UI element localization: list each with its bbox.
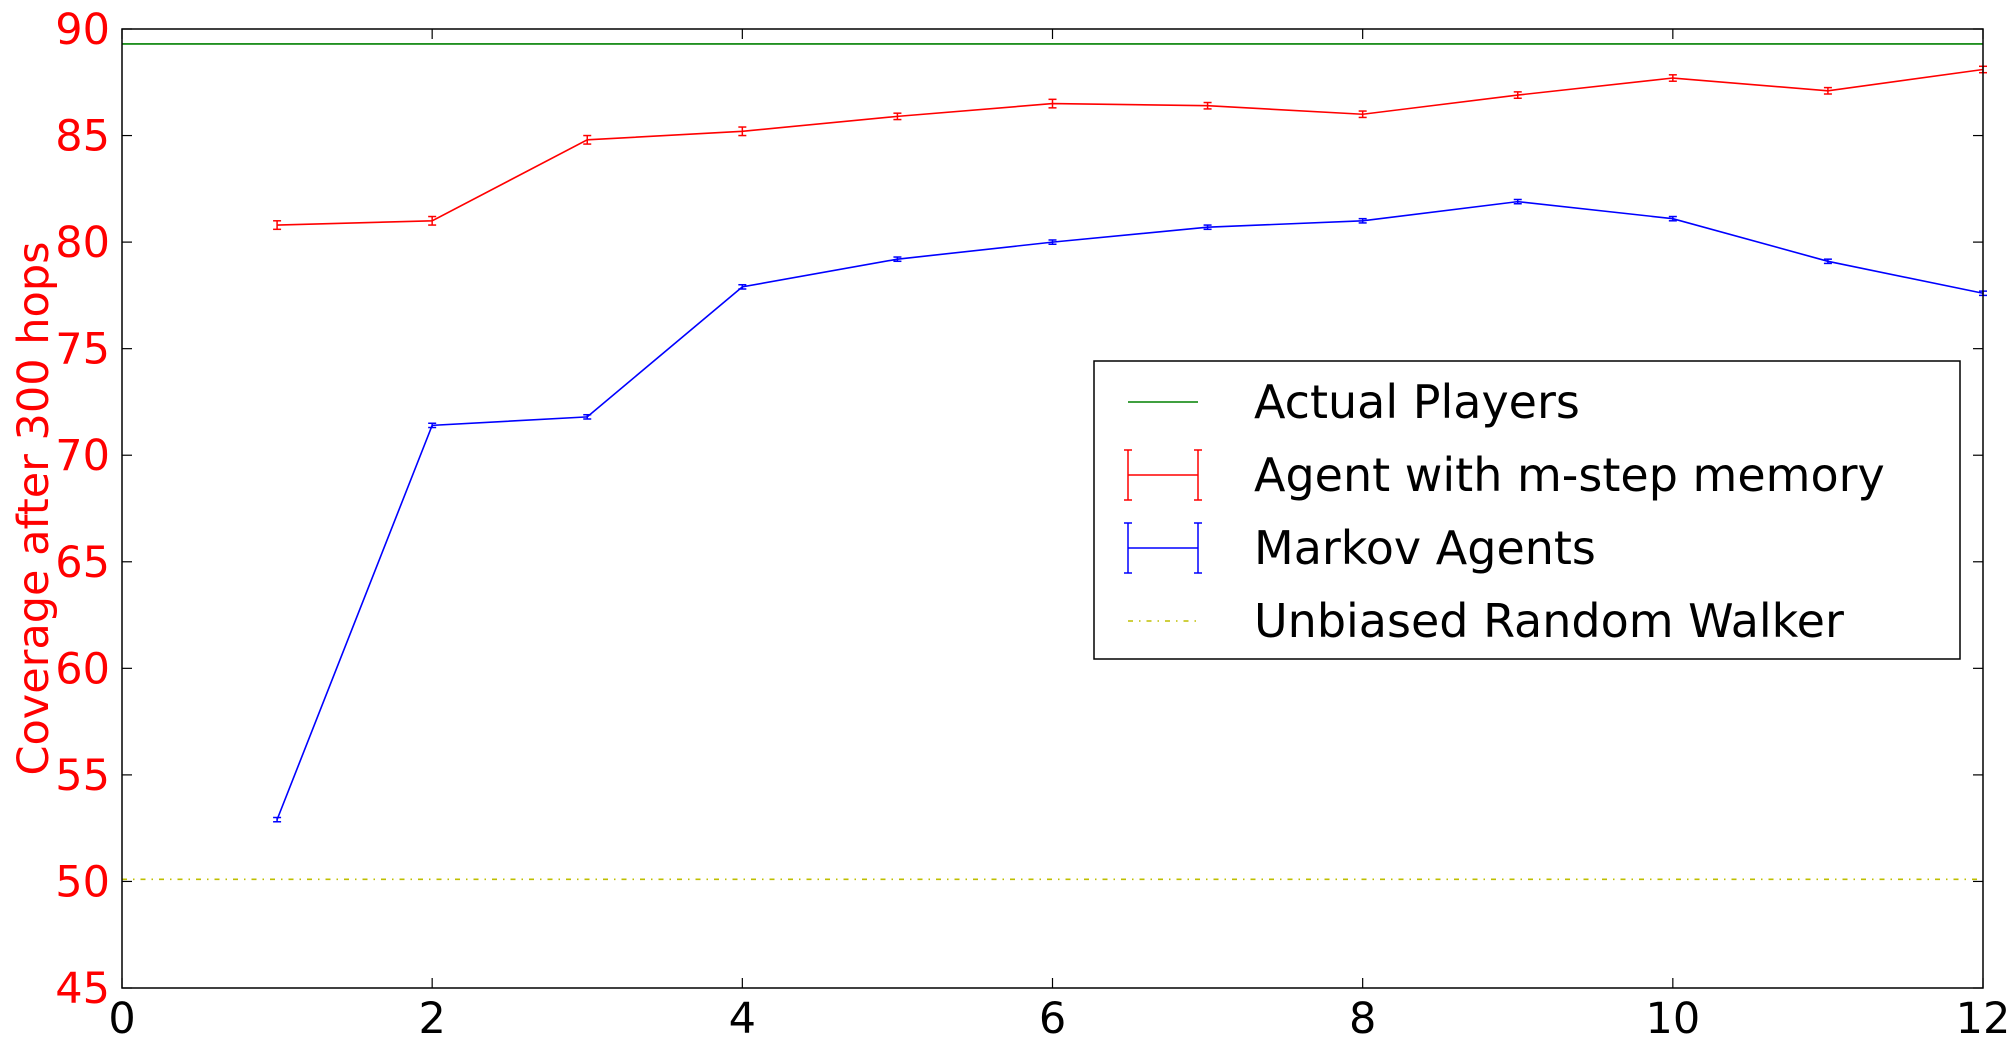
series-2-errorbar — [738, 283, 747, 290]
series-1-errorbar — [738, 126, 747, 137]
legend-label: Unbiased Random Walker — [1254, 594, 1844, 648]
series-1-errorbar — [1358, 110, 1367, 119]
series-2-errorbar — [1358, 217, 1367, 224]
y-tick-label: 75 — [55, 325, 110, 375]
series-2-errorbar — [1048, 239, 1057, 245]
x-tick-label: 12 — [1956, 994, 2011, 1044]
y-tick-label: 90 — [55, 5, 110, 55]
legend-label: Actual Players — [1254, 375, 1580, 429]
series-2-errorbar — [1823, 258, 1832, 265]
y-tick-label: 55 — [55, 751, 110, 801]
series-1-errorbar — [583, 134, 592, 145]
series-2-errorbar — [273, 816, 282, 823]
series-1-errorbar — [1823, 86, 1832, 95]
series-1-errorbar — [1048, 98, 1057, 109]
legend-item: Unbiased Random Walker — [1128, 594, 1844, 648]
series-2-errorbar — [428, 422, 437, 429]
x-tick-label: 8 — [1349, 994, 1376, 1044]
legend-box — [1093, 360, 1961, 660]
y-tick-label: 50 — [55, 857, 110, 907]
y-axis-title: Coverage after 300 hops — [9, 241, 59, 775]
ticks-layer: 0 2 4 6 8 10 12 45 50 55 60 65 70 75 80 85 90 — [55, 5, 2010, 1044]
y-tick-label: 85 — [55, 112, 110, 162]
series-2-errorbar — [1513, 198, 1522, 205]
series-2-errorbar — [1203, 224, 1212, 231]
x-tick-label: 6 — [1039, 994, 1066, 1044]
series-1-errorbar — [428, 215, 437, 226]
y-tick-label: 70 — [55, 431, 110, 481]
legend: Actual Players Agent with m-step memory Ma… — [1093, 360, 1961, 660]
series-2-errorbar — [1668, 215, 1677, 222]
legend-item: Agent with m-step memory — [1124, 448, 1885, 502]
series-1-errorbar — [1513, 91, 1522, 100]
legend-label: Agent with m-step memory — [1254, 448, 1885, 502]
x-tick-label: 2 — [418, 994, 445, 1044]
series-2-errorbar — [893, 256, 902, 263]
y-tick-label: 80 — [55, 218, 110, 268]
series-layer — [122, 43, 1987, 881]
legend-item: Actual Players — [1128, 375, 1580, 429]
x-tick-label: 0 — [108, 994, 135, 1044]
series-1-errorbar — [893, 112, 902, 121]
legend-label: Markov Agents — [1254, 521, 1596, 575]
y-tick-label: 45 — [55, 964, 110, 1014]
series-1-errorbar — [273, 220, 282, 231]
x-tick-label: 10 — [1645, 994, 1700, 1044]
legend-item: Markov Agents — [1124, 521, 1596, 575]
series-2-line — [276, 200, 1984, 820]
series-1-errorbar — [1203, 101, 1212, 110]
x-tick-label: 4 — [729, 994, 756, 1044]
y-tick-label: 65 — [55, 538, 110, 588]
series-2-errorbar — [583, 413, 592, 420]
y-tick-label: 60 — [55, 644, 110, 694]
series-1-line — [277, 68, 1984, 226]
series-1-errorbar — [1668, 74, 1677, 82]
